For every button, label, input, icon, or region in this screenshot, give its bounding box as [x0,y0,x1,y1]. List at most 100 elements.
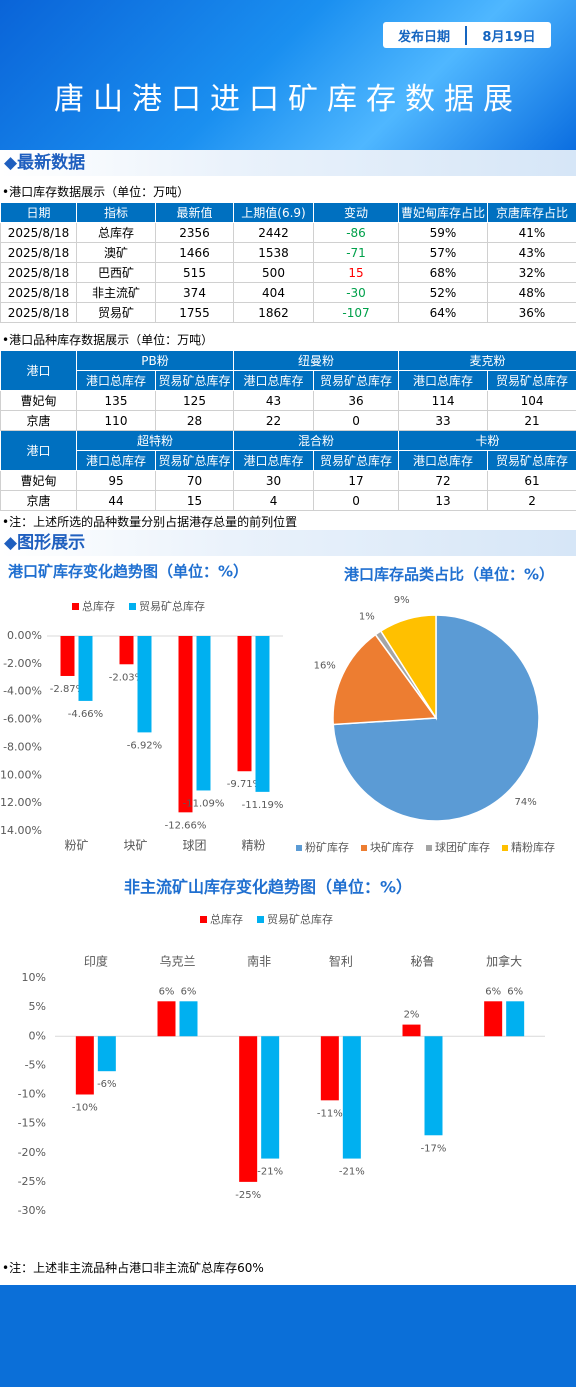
y-tick-label: -10.00% [0,768,42,781]
legend-label: 粉矿库存 [305,840,349,854]
x-tick-label: 乌克兰 [159,954,195,969]
table-cell: 22 [233,410,315,431]
value-label: -21% [257,1167,283,1178]
bar [261,1036,280,1159]
bar [119,636,134,665]
y-tick-label: 0.00% [7,629,42,642]
value-label: -2.03% [109,672,144,683]
legend-label: 贸易矿总库存 [267,912,333,926]
sub-header: 贸易矿总库存 [313,450,400,471]
y-tick-label: -4.00% [3,685,42,698]
table-cell: 95 [76,470,156,491]
bar [506,1001,525,1037]
column-header: 变动 [313,202,399,223]
value-label: 1% [359,611,375,622]
table-cell: 48% [487,282,576,303]
y-tick-label: -12.00% [0,796,42,809]
table-caption: •港口库存数据展示（单位：万吨） [2,185,190,199]
value-label: -11.19% [242,800,284,811]
table-cell: 125 [154,390,235,411]
table-cell: 2356 [155,222,234,243]
table-cell: 28 [154,410,235,431]
group-header: 麦克粉 [398,350,576,371]
table-row: 曹妃甸 135 125 43 36 114 104 [0,390,576,411]
table-cell: 32% [487,262,576,283]
table-cell: 110 [76,410,156,431]
section-title: ◆图形展示 [0,530,576,556]
table-cell: 澳矿 [76,242,156,263]
bar [78,636,93,701]
x-tick-label: 块矿 [123,839,147,853]
value-label: -11% [317,1108,343,1119]
charts: 港口矿库存变化趋势图（单位：%） 0.00% -2.00% -4.00% -6.00% -… [0,563,555,1218]
sub-header: 港口总库存 [76,450,156,471]
table-cell: 43 [233,390,315,411]
stock-table: 日期 指标 最新值 上期值(6.9) 变动 曹妃甸库存占比 京唐库存占比 2025/8/18 总… [0,202,576,323]
table-cell: 1466 [155,242,234,263]
x-tick-label: 印度 [84,954,108,969]
legend-swatch [502,845,508,851]
legend-swatch [200,916,207,923]
value-label: -11.09% [183,798,225,809]
x-tick-label: 秘鲁 [410,955,434,969]
variety-table: 港口 PB粉 纽曼粉 麦克粉 港口总库存 贸易矿总库存 港口总库存 贸易矿总库存 港口总库存 贸易… [0,350,576,511]
legend-swatch [296,845,302,851]
group-header: 混合粉 [233,430,400,451]
x-tick-label: 精粉 [241,839,265,853]
column-header: 上期值(6.9) [233,202,314,223]
table-row: 港口 超特粉 混合粉 卡粉 [0,430,576,471]
date: 8月19日 [482,29,536,45]
table-cell: 114 [398,390,489,411]
value-label: -6.92% [127,740,162,751]
table-cell: 1862 [233,302,314,323]
table-cell: 72 [398,470,489,491]
legend-swatch [361,845,367,851]
y-tick-label: -5% [25,1058,46,1071]
table-cell: 57% [398,242,488,263]
table-cell: 1538 [233,242,314,263]
value-label: -6% [97,1079,116,1090]
chart-title: 港口矿库存变化趋势图（单位：%） [8,563,248,581]
table-cell: 70 [154,470,235,491]
sub-header: 港口总库存 [398,450,489,471]
bar [196,636,211,791]
table-cell: 2025/8/18 [0,262,77,283]
value-label: -17% [421,1143,447,1154]
x-tick-label: 加拿大 [486,954,522,969]
table-cell: 总库存 [76,222,156,243]
sub-header: 贸易矿总库存 [313,370,400,391]
table-cell: 52% [398,282,488,303]
table-row: 京唐 110 28 22 0 33 21 [0,410,576,431]
bar [239,1036,258,1182]
table-caption: •港口品种库存数据展示（单位：万吨） [2,333,214,347]
footer-banner [0,1285,576,1387]
value-label: -25% [235,1190,261,1201]
bar [255,636,270,792]
y-tick-label: -14.00% [0,824,42,837]
table-cell: -107 [313,302,399,323]
sub-header: 贸易矿总库存 [154,450,235,471]
value-label: 2% [404,1010,420,1021]
table-row: 港口总库存 贸易矿总库存 港口总库存 贸易矿总库存 港口总库存 贸易矿总库存 [1,370,576,391]
bar [178,636,193,813]
table-cell: 21 [487,410,576,431]
legend-label: 精粉库存 [511,840,555,854]
y-tick-label: -6.00% [3,713,42,726]
note: •注：上述非主流品种占港口非主流矿总库存60% [2,1261,264,1275]
port-header: 港口 [0,430,77,471]
table-cell: 非主流矿 [76,282,156,303]
table-row: 2025/8/18 澳矿 1466 1538 -71 57% 43% [0,242,576,263]
table-cell: 33 [398,410,489,431]
table-row: 日期 指标 最新值 上期值(6.9) 变动 曹妃甸库存占比 京唐库存占比 [0,202,576,223]
value-label: 6% [507,986,523,997]
date-label: 发布日期 [383,25,467,45]
table-row: 2025/8/18 非主流矿 374 404 -30 52% 48% [0,282,576,303]
table-cell: 104 [487,390,576,411]
x-tick-label: 球团 [182,839,206,853]
table-cell: 17 [313,470,400,491]
chart-title: 港口库存品类占比（单位：%） [344,566,554,584]
table-cell: 68% [398,262,488,283]
bar [157,1001,176,1037]
y-tick-label: -20% [18,1146,46,1159]
bar [237,636,252,772]
